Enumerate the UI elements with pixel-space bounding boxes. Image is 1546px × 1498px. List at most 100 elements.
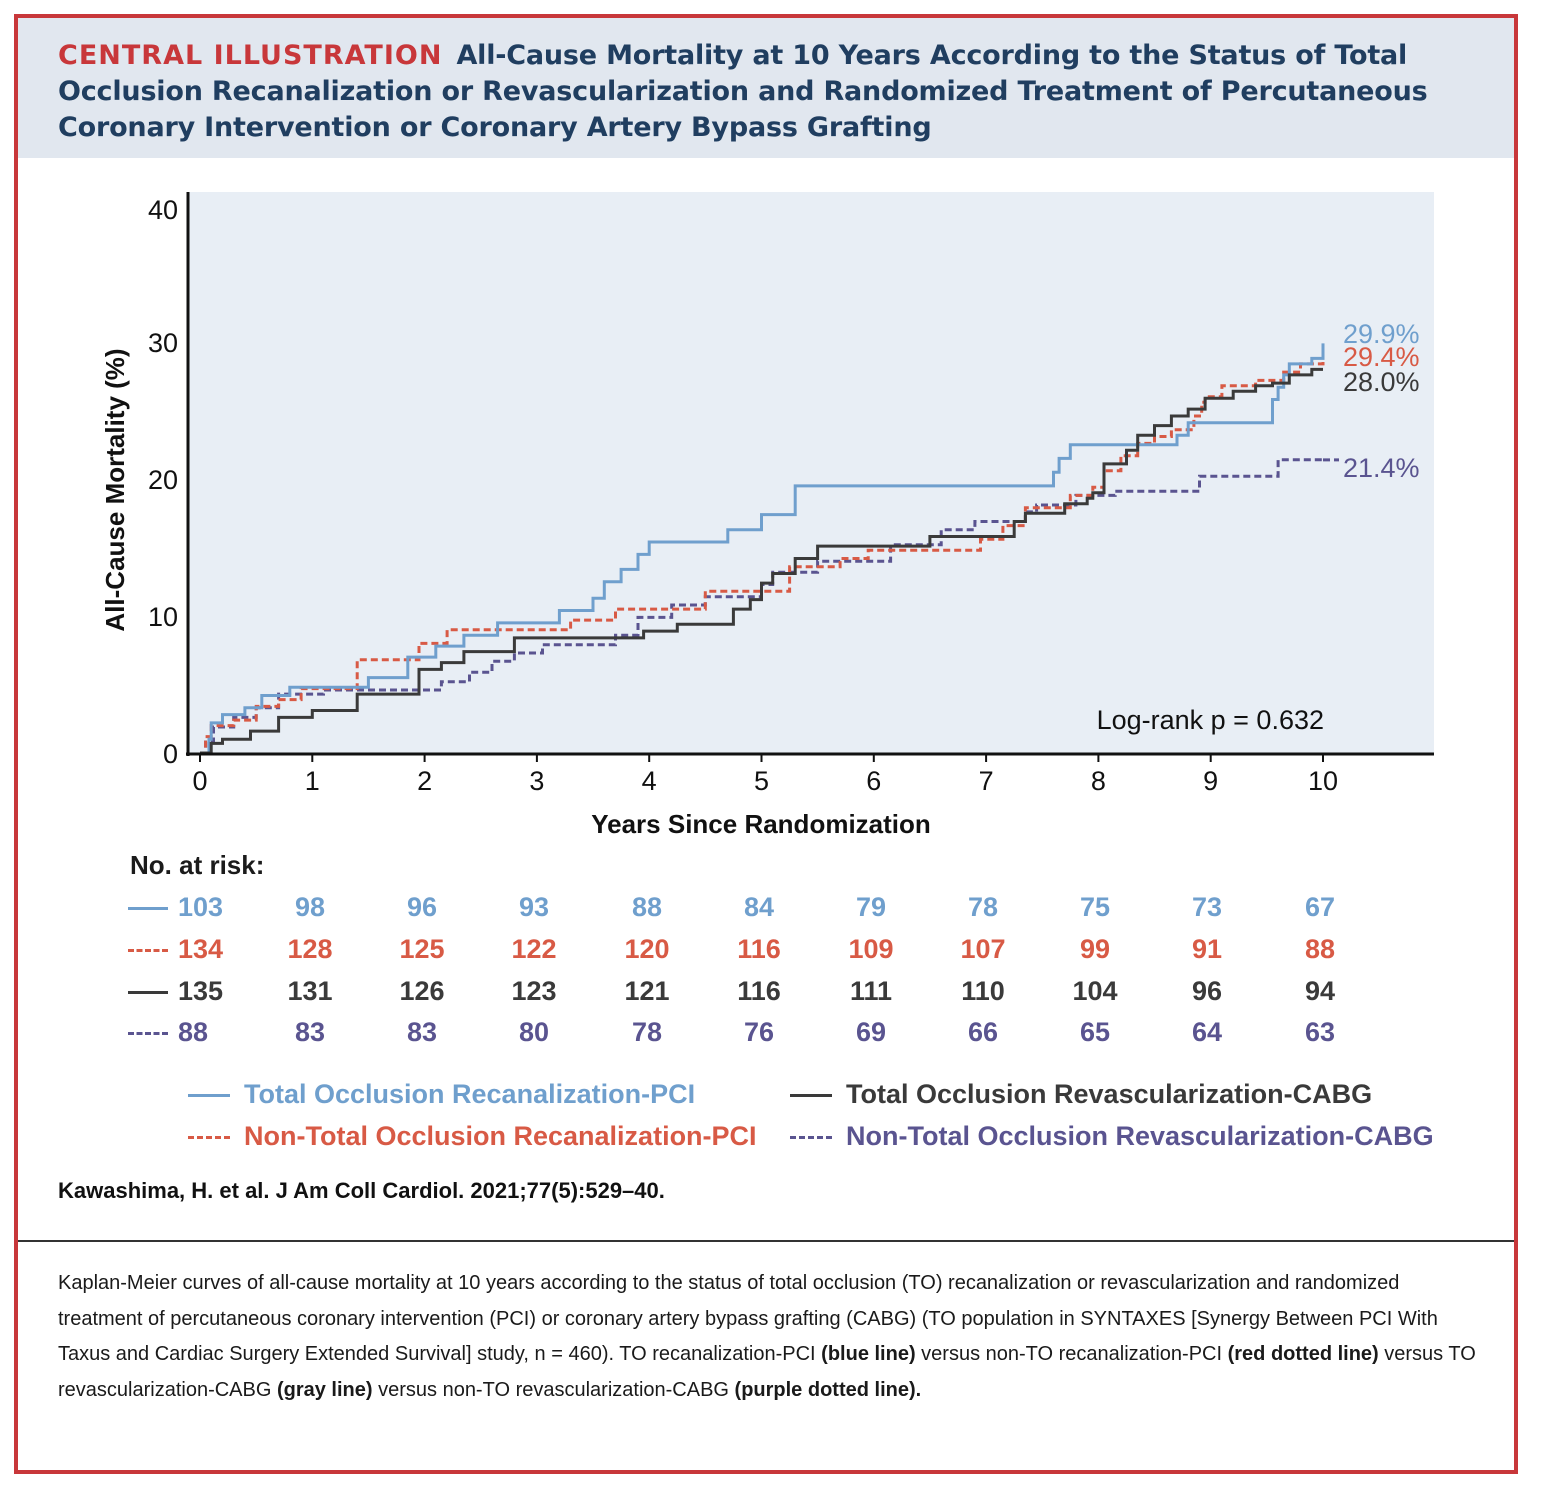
x-tick-label: 0 — [192, 766, 207, 796]
caption-bold-red: (red dotted line) — [1227, 1343, 1379, 1365]
x-tick-label: 8 — [1091, 766, 1106, 796]
risk-row: 135 131 126 123 121 116 111 110 104 96 94 — [18, 974, 1514, 1008]
legend-line-sample — [188, 1136, 230, 1139]
risk-count: 104 — [1072, 976, 1118, 1006]
risk-count: 110 — [961, 976, 1005, 1006]
risk-count: 107 — [960, 934, 1006, 964]
legend-line-sample — [790, 1136, 832, 1139]
risk-count: 103 — [178, 892, 224, 922]
legend-line-sample — [188, 1094, 230, 1097]
risk-count: 84 — [743, 892, 775, 922]
risk-count: 76 — [743, 1017, 775, 1047]
risk-count: 131 — [287, 976, 333, 1006]
risk-count: 94 — [1304, 976, 1336, 1006]
risk-row: 134 128 125 122 120 116 109 107 99 91 88 — [18, 932, 1514, 966]
risk-count: 67 — [1304, 892, 1336, 922]
risk-count: 96 — [406, 892, 438, 922]
x-tick-label: 6 — [866, 766, 881, 796]
end-label-1: 29.9% — [1343, 319, 1420, 349]
series-line-2 — [200, 350, 1325, 755]
risk-count: 121 — [624, 976, 670, 1006]
x-tick-label: 3 — [529, 766, 544, 796]
risk-count: 120 — [624, 934, 670, 964]
y-tick-label: 20 — [148, 465, 178, 495]
caption-text-1: Kaplan-Meier curves of all-cause mortali… — [58, 1272, 1438, 1365]
risk-row-line-sample — [128, 1032, 168, 1035]
risk-count: 65 — [1079, 1017, 1111, 1047]
risk-count: 78 — [967, 892, 999, 922]
risk-row-line-sample — [128, 991, 168, 994]
risk-count: 116 — [737, 976, 781, 1006]
divider — [18, 1240, 1514, 1242]
caption-text-2: versus non-TO recanalization-PCI — [915, 1343, 1228, 1365]
legend-line-sample — [790, 1094, 832, 1097]
risk-count: 98 — [294, 892, 326, 922]
risk-count: 63 — [1304, 1017, 1336, 1047]
km-chart: 0 1 2 3 4 5 6 7 8 9 10 0 10 20 30 40 21.4% 29.4%29.9% 28.… — [100, 192, 1434, 839]
end-label-4: 21.4% — [1343, 453, 1420, 483]
risk-count: 88 — [1304, 934, 1336, 964]
risk-count: 125 — [399, 934, 445, 964]
log-rank-annotation: Log-rank p = 0.632 — [1097, 705, 1324, 735]
risk-row: 103 98 96 93 88 84 79 78 75 73 67 — [18, 890, 1514, 924]
x-tick-label: 4 — [642, 766, 657, 796]
risk-count: 83 — [294, 1017, 326, 1047]
header: CENTRAL ILLUSTRATION All-Cause Mortality … — [18, 18, 1514, 158]
risk-count: 123 — [511, 976, 557, 1006]
caption-bold-gray: (gray line) — [276, 1378, 373, 1401]
x-tick-label: 10 — [1308, 766, 1338, 796]
risk-count: 88 — [178, 1017, 209, 1047]
title-text: All-Cause Mortality at 10 Years Accordin… — [58, 40, 1428, 143]
title: CENTRAL ILLUSTRATION All-Cause Mortality … — [58, 38, 1498, 146]
y-tick-label: 10 — [148, 602, 178, 632]
risk-count: 122 — [511, 934, 557, 964]
plot-area — [188, 192, 1434, 754]
risk-row-line-sample — [128, 949, 168, 952]
risk-count: 75 — [1079, 892, 1111, 922]
caption-bold-purple: (purple dotted line). — [734, 1378, 922, 1401]
legend-label: Total Occlusion Revascularization-CABG — [846, 1079, 1373, 1109]
legend-label: Non-Total Occlusion Revascularization-CA… — [846, 1121, 1434, 1151]
caption-text-4: versus non-TO revascularization-CABG — [372, 1378, 735, 1401]
legend-label: Non-Total Occlusion Recanalization-PCI — [244, 1121, 757, 1151]
x-tick-label: 1 — [305, 766, 320, 796]
risk-count: 111 — [849, 976, 893, 1006]
risk-count: 109 — [848, 934, 894, 964]
x-tick-label: 9 — [1203, 766, 1218, 796]
y-tick-label: 0 — [163, 739, 178, 769]
x-tick-label: 5 — [754, 766, 769, 796]
risk-count: 126 — [399, 976, 445, 1006]
illustration-frame: CENTRAL ILLUSTRATION All-Cause Mortality … — [14, 14, 1518, 1474]
end-label-2: 29.4% — [1343, 342, 1420, 372]
risk-count: 134 — [178, 934, 224, 964]
caption-text-3: versus TO revascularization-CABG — [58, 1343, 1476, 1401]
caption-bold-blue: (blue line) — [821, 1343, 916, 1365]
kicker: CENTRAL ILLUSTRATION — [58, 40, 443, 71]
risk-row-line-sample — [128, 907, 168, 910]
x-tick-label: 7 — [979, 766, 994, 796]
caption: Kaplan-Meier curves of all-cause mortali… — [58, 1266, 1478, 1408]
risk-count: 64 — [1191, 1017, 1223, 1047]
risk-count: 91 — [1191, 934, 1223, 964]
risk-count: 93 — [518, 892, 550, 922]
risk-count: 80 — [518, 1017, 550, 1047]
citation: Kawashima, H. et al. J Am Coll Cardiol. … — [58, 1178, 665, 1203]
series-line-1 — [200, 343, 1325, 755]
legend-label: Total Occlusion Recanalization-PCI — [244, 1079, 696, 1109]
y-axis-label: All-Cause Mortality (%) — [100, 348, 130, 631]
risk-count: 135 — [178, 976, 224, 1006]
y-tick-label: 40 — [148, 195, 178, 225]
risk-count: 79 — [855, 892, 887, 922]
x-axis-label: Years Since Randomization — [591, 809, 931, 839]
risk-count: 78 — [631, 1017, 663, 1047]
risk-row: 88 83 83 80 78 76 69 66 65 64 63 — [18, 1015, 1514, 1049]
risk-count: 66 — [967, 1017, 999, 1047]
x-tick-label: 2 — [417, 766, 432, 796]
y-tick-label: 30 — [148, 328, 178, 358]
end-label-3: 28.0% — [1343, 367, 1420, 397]
risk-count: 99 — [1079, 934, 1111, 964]
risk-table-heading: No. at risk: — [130, 850, 265, 880]
risk-count: 96 — [1191, 976, 1223, 1006]
risk-count: 83 — [406, 1017, 438, 1047]
risk-count: 73 — [1191, 892, 1223, 922]
